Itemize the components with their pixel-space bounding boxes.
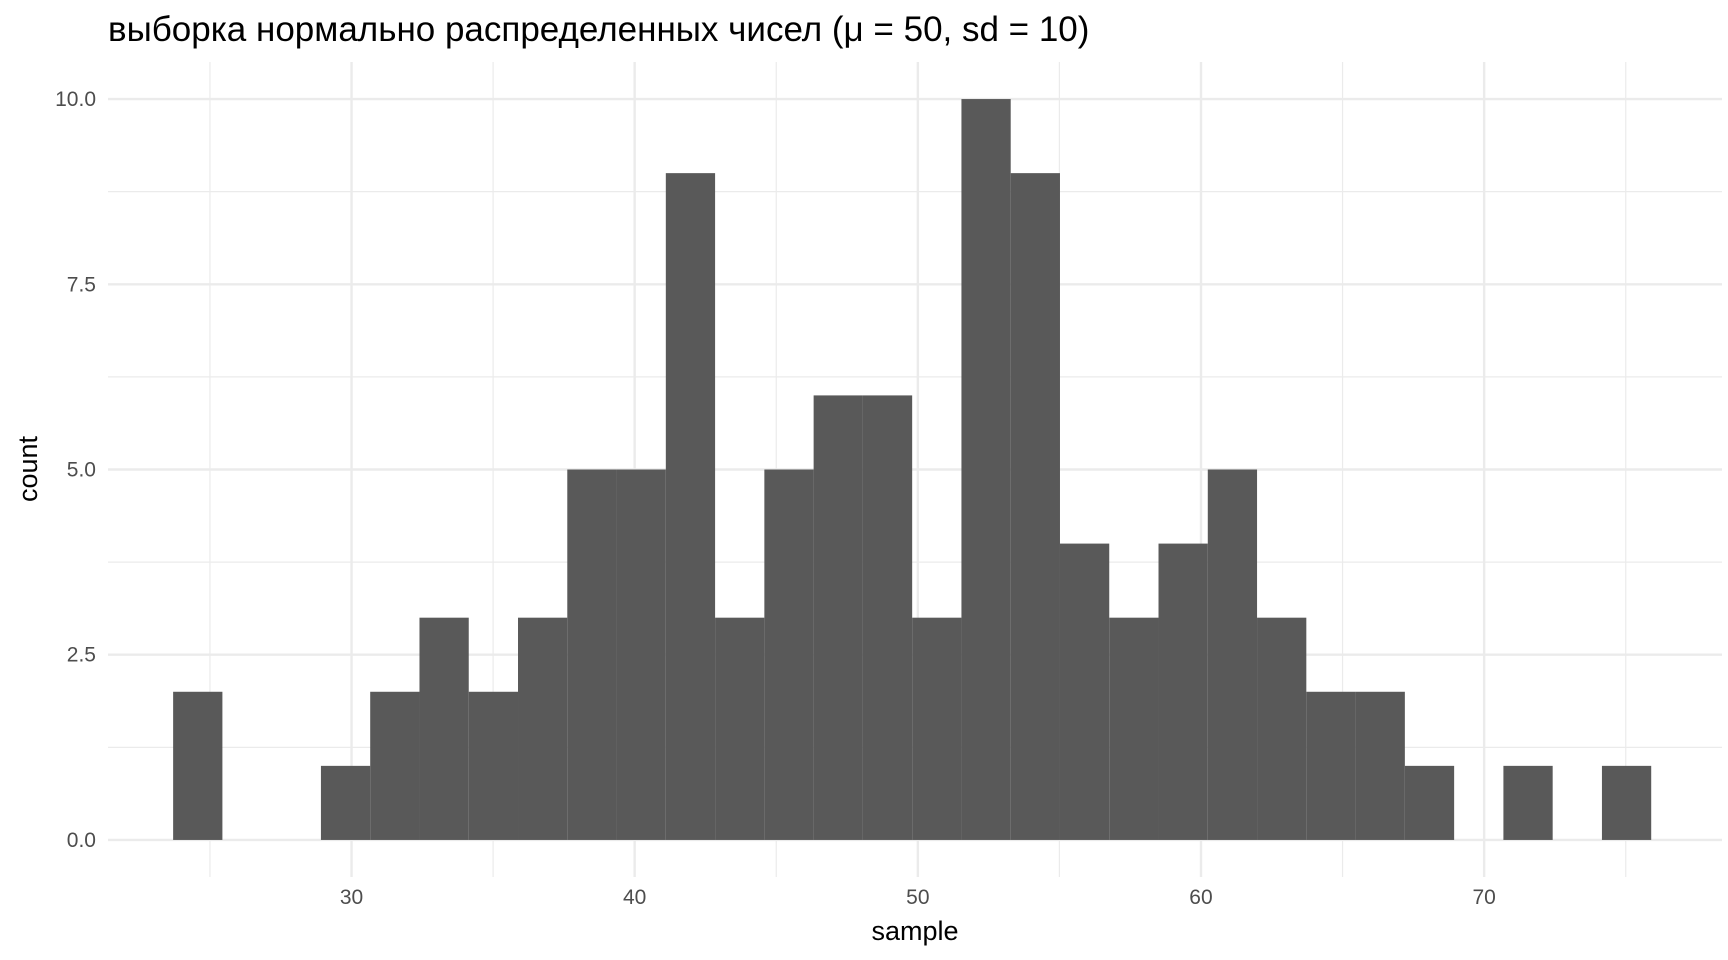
histogram-bar <box>715 617 765 840</box>
bars <box>173 99 1652 840</box>
histogram-bar <box>468 691 519 840</box>
x-tick-label: 70 <box>1472 886 1495 909</box>
histogram-bar <box>320 765 371 840</box>
histogram-bar <box>862 395 913 840</box>
histogram-bar <box>961 99 1011 840</box>
y-tick-label: 10.0 <box>55 88 96 111</box>
y-tick-label: 7.5 <box>67 273 96 296</box>
histogram-bar <box>518 617 568 840</box>
histogram-bar <box>1158 543 1208 840</box>
y-tick-label: 0.0 <box>67 829 96 852</box>
histogram-bar <box>173 691 223 840</box>
histogram-bar <box>1503 765 1553 840</box>
histogram-bar <box>1306 691 1356 840</box>
histogram-bar <box>370 691 420 840</box>
x-tick-label: 50 <box>906 886 929 909</box>
histogram-bar <box>616 469 666 840</box>
histogram-bar <box>1601 765 1652 840</box>
histogram-bar <box>912 617 962 840</box>
histogram-bar <box>419 617 469 840</box>
histogram-bar <box>1404 765 1455 840</box>
histogram-bar <box>665 173 716 840</box>
histogram-bar <box>1257 617 1307 840</box>
y-tick-label: 2.5 <box>67 644 96 667</box>
chart-title: выборка нормально распределенных чисел (… <box>108 10 1089 49</box>
x-axis-title: sample <box>871 916 958 946</box>
histogram-bar <box>1059 543 1110 840</box>
x-axis-ticks: 30 40 50 60 70 <box>340 886 1496 909</box>
histogram-bar <box>1207 469 1258 840</box>
x-tick-label: 30 <box>340 886 363 909</box>
y-tick-label: 5.0 <box>67 459 96 482</box>
x-tick-label: 40 <box>623 886 646 909</box>
y-axis-ticks: 0.0 2.5 5.0 7.5 10.0 <box>55 88 96 852</box>
histogram-bar <box>1010 173 1060 840</box>
x-tick-label: 60 <box>1189 886 1212 909</box>
histogram-bar <box>1355 691 1405 840</box>
y-axis-title: count <box>13 435 43 502</box>
histogram-bar <box>1109 617 1159 840</box>
histogram-bar <box>764 469 814 840</box>
histogram-bar <box>567 469 617 840</box>
histogram-bar <box>813 395 863 840</box>
